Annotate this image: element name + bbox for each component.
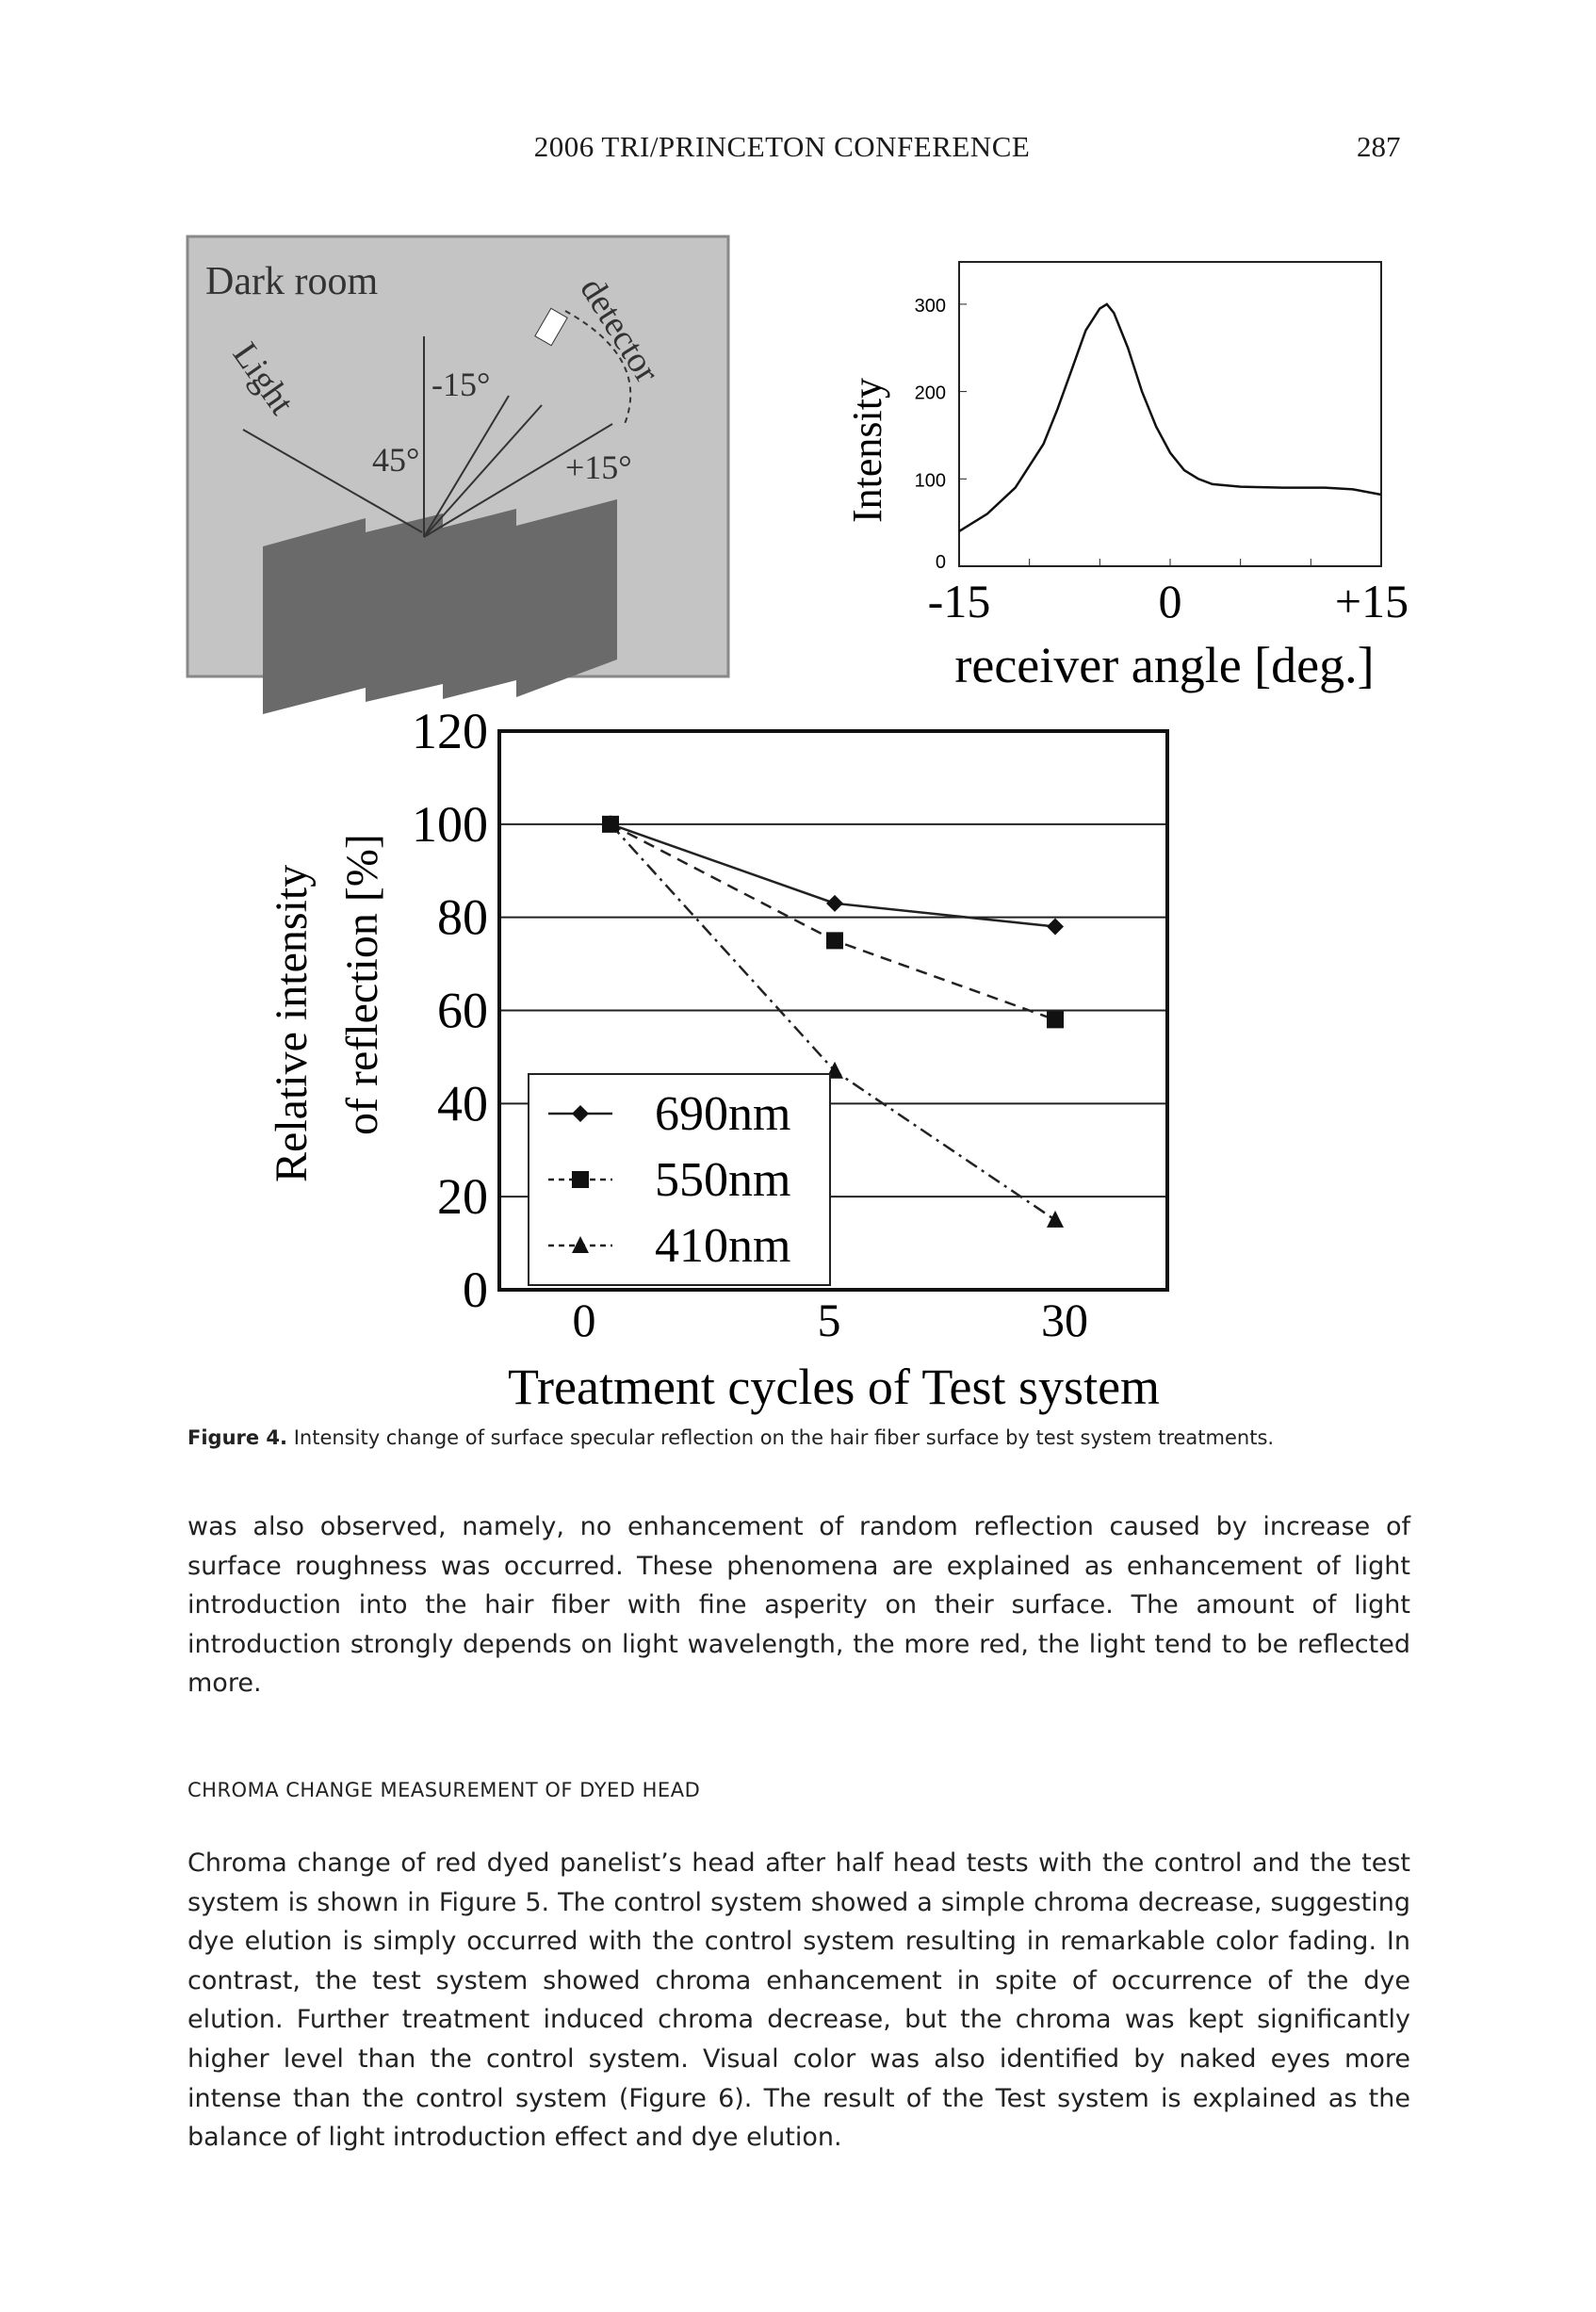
y-tick-label: 60 [437,983,488,1039]
series-line-690nm [610,822,1056,928]
data-point-410nm [1047,1210,1064,1228]
y-tick-label: 100 [915,470,946,491]
detector-icon [534,307,568,347]
intensity-curve [958,302,1382,532]
y-tick-label: 0 [936,552,946,573]
data-point-550nm [826,932,843,950]
paragraph-2: Chroma change of red dyed panelist’s hea… [187,1848,1410,2153]
y-tick-label: 120 [412,703,488,759]
y-tick-label: 80 [437,889,488,946]
running-header: 2006 TRI/PRINCETON CONFERENCE [396,130,1168,164]
reflection-chart: Relative intensity of reflection [%] Tre… [267,703,1169,1415]
header-title: 2006 TRI/PRINCETON CONFERENCE [533,130,1031,163]
legend-label: 410nm [655,1219,790,1273]
x-axis-label: receiver angle [deg.] [954,637,1374,693]
section-heading: CHROMA CHANGE MEASUREMENT OF DYED HEAD [187,1779,701,1801]
y-tick-label: 200 [915,383,946,404]
legend-marker-690nm [572,1105,589,1122]
hair-surface-shape [263,499,617,714]
figure-caption: Figure 4. Intensity change of surface sp… [187,1426,1412,1449]
measurement-diagram: Dark room Light detector 45° -15° +15° [186,235,730,714]
light-ray [242,429,423,533]
x-tick-label: -15 [928,575,991,627]
intensity-chart: Intensity receiver angle [deg.] 0 100 200 3… [844,261,1409,693]
legend: 690nm 550nm 410nm [528,1073,831,1286]
data-point-690nm [1047,918,1064,936]
y-tick-label: 20 [437,1168,488,1225]
dark-room-label: Dark room [205,260,378,303]
y-tick-label: 40 [437,1075,488,1132]
legend-marker-410nm [572,1236,589,1253]
y-tick-label: 100 [412,796,488,853]
caption-label: Figure 4. [187,1426,288,1449]
angle-45-label: 45° [372,441,419,479]
x-tick-label: +15 [1335,575,1409,627]
angle-plus15-label: +15° [565,448,632,486]
y-axis-label-line2: of reflection [%] [337,834,387,1135]
angle-minus15-label: -15° [432,366,490,403]
caption-text: Intensity change of surface specular ref… [293,1426,1275,1449]
x-tick-label: 0 [573,1294,596,1346]
legend-label: 550nm [655,1153,790,1207]
plot-frame [497,729,1169,1292]
legend-label: 690nm [655,1087,790,1141]
x-axis-label: Treatment cycles of Test system [508,1359,1160,1415]
figure-4: Dark room Light detector 45° -15° +15° I… [186,235,1409,1415]
legend-marker-550nm [572,1171,589,1188]
y-axis-label-line1: Relative intensity [267,865,317,1182]
data-point-690nm [826,894,843,912]
x-tick-label: 5 [818,1294,841,1346]
series-line-550nm [610,822,1056,1021]
x-tick-label: 30 [1041,1294,1088,1346]
page-number: 287 [1357,130,1401,163]
data-point-410nm [602,814,619,832]
y-tick-label: 0 [463,1262,488,1318]
data-point-550nm [1047,1011,1064,1029]
y-tick-label: 300 [915,296,946,317]
y-axis-label: Intensity [844,378,890,523]
paragraph-1: was also observed, namely, no enhancemen… [187,1512,1410,1699]
x-tick-label: 0 [1159,575,1182,627]
